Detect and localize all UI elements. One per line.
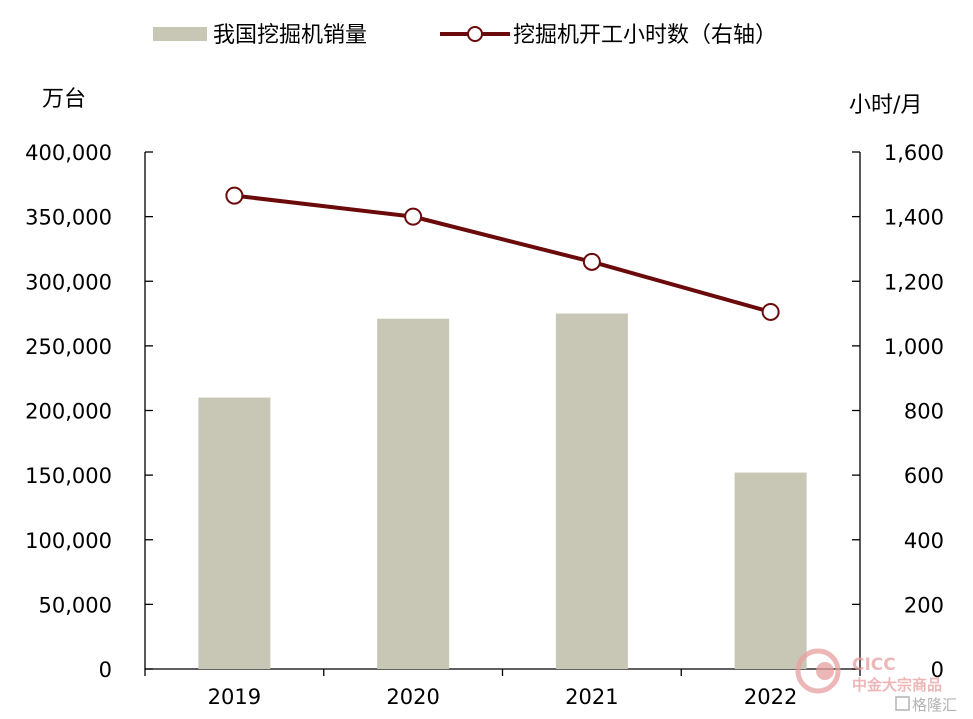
bar xyxy=(198,397,271,669)
right-tick-label: 600 xyxy=(904,464,944,488)
x-tick-label: 2020 xyxy=(386,685,439,709)
hours-line xyxy=(234,193,772,314)
right-axis-unit: 小时/月 xyxy=(849,93,922,118)
watermark-source: 格隆汇 xyxy=(912,696,957,714)
left-tick-label: 0 xyxy=(99,658,112,682)
left-tick-label: 150,000 xyxy=(25,464,112,488)
right-tick-label: 1,400 xyxy=(884,206,944,230)
x-tick-label: 2019 xyxy=(208,685,261,709)
left-tick-label: 200,000 xyxy=(25,400,112,424)
legend-swatch-sales xyxy=(153,27,207,41)
left-tick-label: 50,000 xyxy=(39,593,112,617)
left-tick-label: 400,000 xyxy=(25,141,112,165)
x-tick-label: 2022 xyxy=(744,685,797,709)
watermark-brand-cn: 中金大宗商品 xyxy=(852,676,942,694)
right-tick-label: 200 xyxy=(904,593,944,617)
watermark-source-icon xyxy=(895,696,910,711)
left-axis-ticks: 0 50,000 100,000 150,000 200,000 250,000 300,0… xyxy=(25,141,153,682)
legend-swatch-hours-marker xyxy=(467,26,483,42)
legend-label-hours: 挖掘机开工小时数（右轴） xyxy=(513,23,777,48)
cicc-logo-icon xyxy=(795,648,841,694)
legend: 我国挖掘机销量 挖掘机开工小时数（右轴） xyxy=(153,23,777,48)
hours-point xyxy=(761,302,780,321)
bar xyxy=(377,318,450,669)
right-tick-label: 0 xyxy=(931,658,944,682)
bar xyxy=(734,472,807,669)
line-series-hours xyxy=(225,186,780,321)
left-axis-unit: 万台 xyxy=(42,87,86,112)
hours-point xyxy=(582,252,601,271)
left-tick-label: 100,000 xyxy=(25,529,112,553)
x-axis-ticks: 2019 2020 2021 2022 xyxy=(144,669,861,709)
left-tick-label: 350,000 xyxy=(25,206,112,230)
bar-series-sales xyxy=(198,313,807,669)
right-tick-label: 1,200 xyxy=(884,270,944,294)
watermark: CICC 中金大宗商品 格隆汇 xyxy=(795,648,957,714)
right-tick-label: 1,000 xyxy=(884,335,944,359)
hours-point xyxy=(225,186,244,205)
hours-point xyxy=(404,207,423,226)
legend-label-sales: 我国挖掘机销量 xyxy=(213,23,367,48)
right-tick-label: 1,600 xyxy=(884,141,944,165)
bar xyxy=(555,313,628,669)
left-tick-label: 300,000 xyxy=(25,270,112,294)
left-tick-label: 250,000 xyxy=(25,335,112,359)
right-tick-label: 400 xyxy=(904,529,944,553)
right-axis-ticks: 0 200 400 600 800 1,000 1,200 1,400 1,600 xyxy=(852,141,944,682)
x-tick-label: 2021 xyxy=(565,685,618,709)
watermark-brand: CICC xyxy=(852,655,896,675)
right-tick-label: 800 xyxy=(904,400,944,424)
